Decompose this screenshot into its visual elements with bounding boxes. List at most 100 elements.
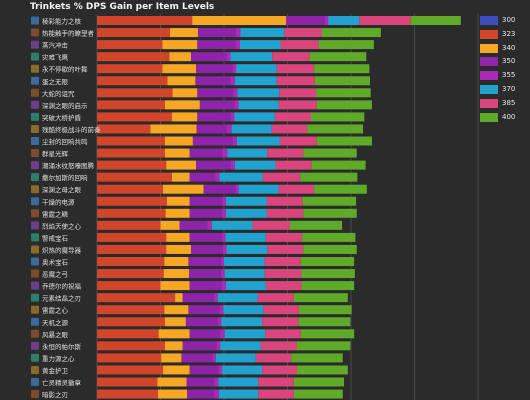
bar-segment-340 [172,88,198,98]
bar-segment-323 [97,341,165,351]
bar-segment-340 [162,40,198,50]
chart-title: Trinkets % DPS Gain per Item Levels [30,2,215,12]
bar-segment-350 [186,377,215,387]
category-label: 永不停歇的叶舞 [42,65,88,74]
trinket-icon [31,40,39,49]
bar-segment-400 [293,377,345,387]
bar-segment-385 [267,244,304,254]
bar-segment-400 [297,365,348,375]
legend-label: 385 [502,98,516,107]
bar-segment-340 [163,269,190,279]
bar-segment-355 [232,88,238,98]
bar-segment-370 [234,112,275,122]
bar-segment-323 [97,220,161,230]
bar-segment-385 [265,329,301,339]
bar-segment-350 [196,160,231,170]
bar-segment-370 [231,124,272,134]
bar-segment-355 [213,293,218,303]
bar-segment-385 [258,389,294,399]
bar-segment-323 [97,208,166,218]
legend-item: 355 [480,71,528,83]
bar-segment-350 [197,88,233,98]
bar-segment-323 [97,100,165,110]
bar-segment-370 [237,88,280,98]
bar-segment-385 [276,64,315,74]
bar-segment-340 [160,281,190,291]
bar-segment-340 [164,100,200,110]
bar-segment-370 [239,40,281,50]
category-label: 恶魔之弓 [42,270,68,279]
bar-segment-400 [410,16,461,25]
bar-segment-340 [167,76,196,86]
legend-swatch [480,29,498,39]
bar-segment-355 [235,184,239,194]
bar-segment-370 [328,16,360,25]
bar-segment-385 [264,269,302,279]
legend-swatch [480,98,498,108]
bar-segment-340 [164,148,190,158]
bar-segment-350 [182,293,214,303]
bar-segment-340 [163,365,190,375]
bar-segment-385 [278,184,315,194]
bar-segment-370 [218,389,259,399]
bar-segment-323 [97,64,163,74]
bar-segment-340 [164,257,189,266]
bar-segment-400 [298,305,352,315]
bar-segment-370 [238,184,279,194]
bar-segment-355 [219,305,224,315]
legend-label: 370 [502,84,516,93]
trinket-icon [31,317,39,326]
category-label: 撒尔加斯的回响 [42,173,88,182]
bar-segment-385 [276,76,315,86]
bar-segment-323 [97,281,161,291]
category-label: 干燥的电源 [42,197,75,206]
bar-segment-370 [211,220,253,230]
trinket-icon [31,305,39,314]
category-label: 永恒的帕尔斯 [42,342,82,351]
trinket-icon [31,329,39,338]
bar-segment-400 [293,389,343,399]
category-label: 天机之源 [42,318,69,327]
bar-segment-340 [166,160,197,170]
bar-segment-340 [150,124,197,134]
bar-segment-400 [310,112,365,122]
bar-segment-400 [321,28,381,38]
bar-segment-400 [311,160,366,170]
trinket-icon [31,293,39,302]
bar-segment-370 [226,244,268,254]
bar-segment-350 [192,136,233,146]
bar-segment-350 [182,341,217,351]
legend-swatch [480,57,498,67]
bar-segment-385 [255,353,292,363]
bar-segment-340 [171,112,198,122]
bar-segment-323 [97,28,171,38]
bar-segment-340 [169,52,191,62]
bar-segment-400 [301,281,355,291]
bar-segment-400 [300,257,355,266]
legend-swatch [480,16,498,25]
bar-segment-350 [197,112,231,122]
trinket-icon [31,124,39,133]
bar-segment-355 [222,208,226,218]
bar-segment-400 [314,184,367,194]
bar-segment-323 [97,16,193,25]
category-label: 大蛇的诅咒 [42,89,75,98]
bar-segment-400 [314,76,371,86]
trinket-icon [31,269,39,278]
bar-segment-400 [316,88,371,98]
bar-segment-385 [265,232,303,242]
bar-segment-323 [97,172,172,182]
bar-segment-323 [97,148,165,158]
bar-segment-370 [220,341,261,351]
bar-segment-370 [234,76,277,86]
bar-segment-385 [262,317,299,327]
trinket-icon [31,16,39,25]
bar-segment-385 [267,148,304,158]
bar-segment-355 [232,136,237,146]
bar-segment-355 [232,64,237,74]
bar-segment-340 [164,341,183,351]
bar-segment-370 [238,100,279,110]
legend-swatch [480,71,498,81]
bar-segment-340 [158,329,190,339]
bar-segment-350 [189,269,221,279]
